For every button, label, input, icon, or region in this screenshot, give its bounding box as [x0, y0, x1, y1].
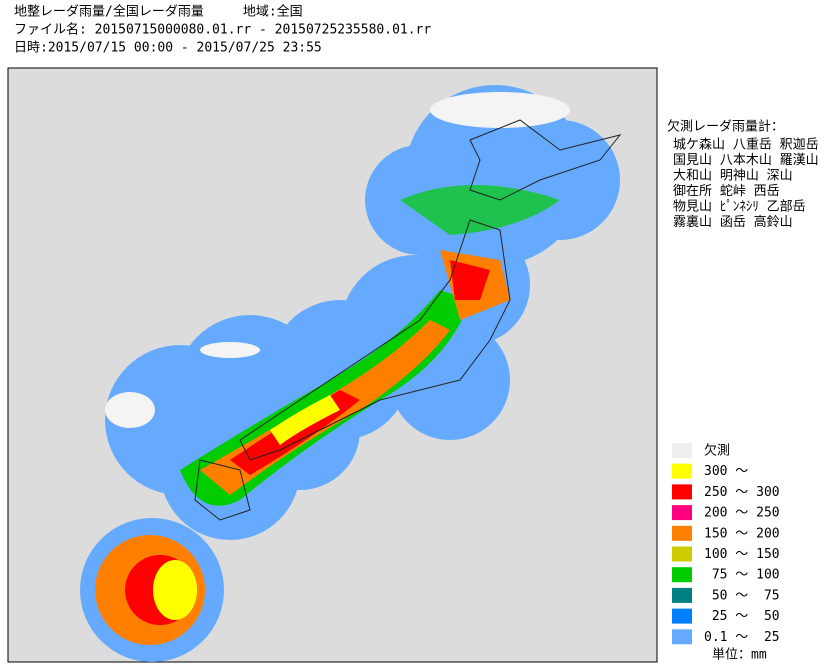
missing-radar-row: 霧裏山 函岳 高鈴山: [673, 214, 793, 230]
legend-swatch: [672, 484, 692, 500]
legend-swatch: [672, 629, 692, 645]
missing-title: 欠測レーダ雨量計：: [667, 119, 784, 135]
header-title: 地整レーダ雨量/全国レーダ雨量 地域:全国: [14, 4, 303, 20]
legend-label: 0.1 ～ 25: [704, 630, 780, 645]
header-period: 日時:2015/07/15 00:00 - 2015/07/25 23:55: [14, 41, 322, 56]
map: [7, 67, 658, 663]
legend-swatch: [672, 608, 692, 624]
legend-label: 200 ～ 250: [704, 506, 780, 521]
legend-label: 250 ～ 300: [704, 485, 780, 500]
legend-swatch: [672, 505, 692, 521]
missing-area: [105, 92, 570, 428]
legend-label: 150 ～ 200: [704, 526, 780, 541]
legend-label: 50 ～ 75: [704, 588, 780, 603]
missing-radar-row: 大和山 明神山 深山: [673, 169, 793, 184]
header-file: ファイル名: 20150715000080.01.rr - 2015072523…: [14, 22, 431, 38]
legend: 欠測 300 ～ 250 ～ 300 200 ～ 250 150 ～ 200 100 ～ …: [672, 443, 780, 663]
missing-radar-row: 国見山 八本木山 羅漢山: [673, 153, 819, 168]
legend-label: 欠測: [704, 443, 730, 459]
missing-radar-row: 御在所 蛇峠 西岳: [673, 184, 780, 199]
legend-unit: 単位：mm: [712, 647, 767, 663]
missing-radar-row: 物見山 ﾋﾟﾝﾈｼﾘ 乙部岳: [673, 200, 806, 215]
coastline: [194, 119, 622, 521]
legend-swatch: [672, 525, 692, 541]
legend-swatch: [672, 463, 692, 479]
legend-swatch: [672, 443, 692, 458]
rain-areas: [95, 185, 560, 645]
legend-label: 25 ～ 50: [704, 609, 780, 624]
legend-swatch: [672, 567, 692, 583]
legend-swatch: [672, 546, 692, 562]
legend-label: 75 ～ 100: [704, 568, 780, 583]
missing-radar-row: 城ケ森山 八重岳 釈迦岳: [673, 137, 819, 153]
legend-label: 300 ～: [704, 464, 748, 479]
legend-swatch: [672, 587, 692, 603]
legend-label: 100 ～ 150: [704, 547, 780, 562]
